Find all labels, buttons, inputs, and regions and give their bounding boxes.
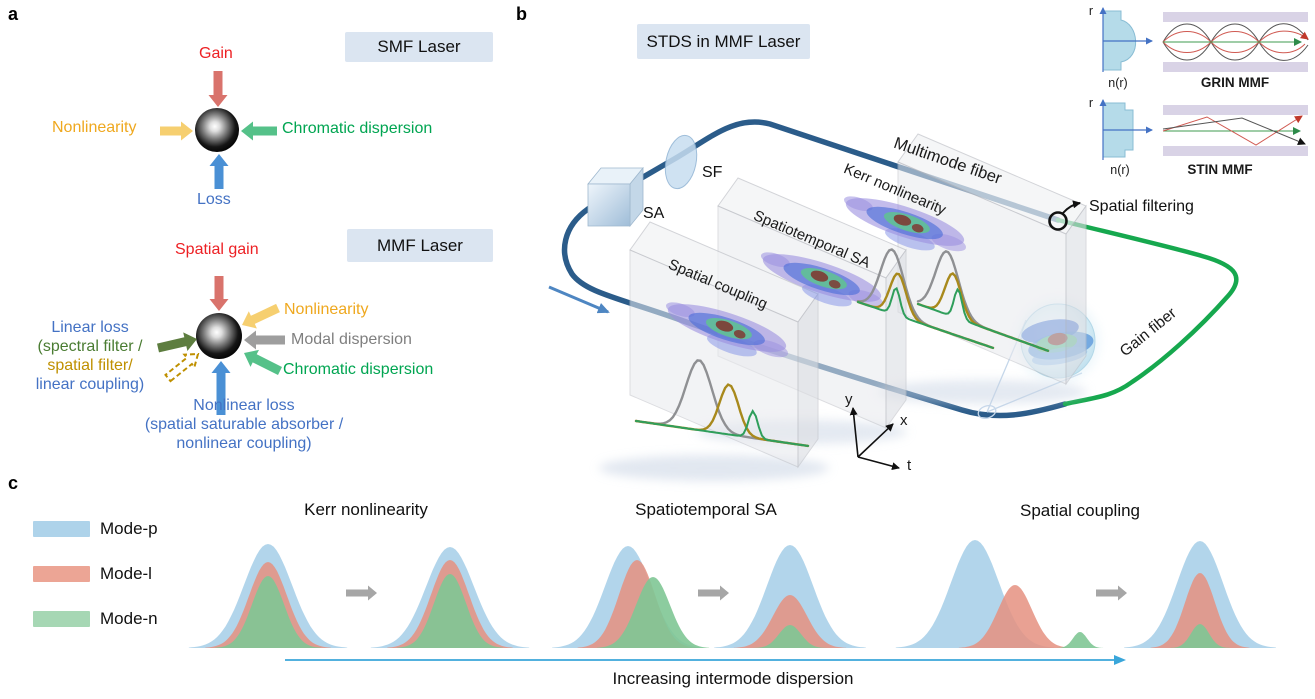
sa-label: SA <box>643 205 665 222</box>
mode-n-curve <box>1056 632 1104 648</box>
intermode-dispersion-label: Increasing intermode dispersion <box>612 669 854 688</box>
legend-swatch-mode-p <box>33 521 90 537</box>
axis-y-label: y <box>845 391 853 408</box>
stds-title-box: STDS in MMF Laser <box>637 24 810 59</box>
mmf-laser-box: MMF Laser <box>347 229 493 262</box>
mmf-nonlinearity-label: Nonlinearity <box>284 301 369 318</box>
nonlinearity-arrow <box>160 121 193 141</box>
smf-loss-label: Loss <box>197 191 231 208</box>
panel-b-label: b <box>516 4 527 24</box>
spectral-filter-lens <box>664 134 698 190</box>
gain-fiber-path <box>1055 217 1239 407</box>
stin-r-label: r <box>1089 96 1093 110</box>
coordinate-axes <box>849 407 900 471</box>
legend-swatch-mode-n <box>33 611 90 627</box>
grin-nr-label: n(r) <box>1108 76 1127 90</box>
mmf-soliton-sphere <box>196 313 242 359</box>
mode-l-curve <box>958 585 1072 648</box>
modal-dispersion-arrow <box>244 330 285 350</box>
stin-nr-label: n(r) <box>1110 163 1129 177</box>
gain-arrow <box>208 71 228 107</box>
legend-label-mode-l: Mode-l <box>100 564 152 583</box>
mode-l-curve <box>733 595 847 648</box>
spatial-filtering-port <box>1048 200 1081 231</box>
legend-label-mode-n: Mode-n <box>100 609 158 628</box>
sa-mode-blob <box>760 252 884 308</box>
section-title-kerr: Kerr nonlinearity <box>304 500 428 519</box>
grin-inset: r n(r) GRIN MMF <box>1089 4 1309 90</box>
mode-l-curve <box>1150 573 1250 648</box>
panel-a-label: a <box>8 4 19 24</box>
linear-loss-dashed-arrow <box>164 352 200 383</box>
smf-chromatic-dispersion-label: Chromatic dispersion <box>282 120 433 137</box>
transition-arrow <box>698 585 729 601</box>
smf-nonlinearity-label: Nonlinearity <box>52 119 137 136</box>
smf-soliton-sphere <box>195 108 239 152</box>
mode-n-curve <box>397 574 503 648</box>
linear-loss-line4: linear coupling) <box>35 376 145 393</box>
pulse-curve <box>635 408 809 447</box>
smf-laser-box: SMF Laser <box>345 32 493 62</box>
mmf-linear-loss-label: Linear loss (spectral filter / spatial f… <box>0 318 180 394</box>
legend-label-mode-p: Mode-p <box>100 519 158 538</box>
chromatic-dispersion-arrow <box>241 121 277 141</box>
transition-arrow <box>346 585 377 601</box>
intermode-dispersion-arrowhead <box>1114 655 1126 665</box>
mode-n-curve <box>753 625 827 648</box>
nonlinear-loss-line1: Nonlinear loss <box>193 397 295 414</box>
mmf-chromatic-dispersion-arrow <box>244 349 282 375</box>
nonlinear-loss-line2: (spatial saturable absorber / <box>144 416 344 433</box>
mmf-nonlinear-loss-label: Nonlinear loss (spatial saturable absorb… <box>133 396 355 453</box>
smf-gain-label: Gain <box>199 45 233 62</box>
linear-loss-line1: Linear loss <box>51 319 129 336</box>
linear-loss-arrow <box>157 332 197 353</box>
coupling-mode-blob <box>665 302 789 358</box>
grin-mmf-label: GRIN MMF <box>1201 75 1269 90</box>
saturable-absorber-cube <box>587 166 644 228</box>
kerr-mode-blob <box>843 196 967 252</box>
mmf-nonlinearity-arrow <box>242 303 280 329</box>
stin-mmf-label: STIN MMF <box>1187 162 1252 177</box>
nonlinear-loss-arrow <box>211 361 231 415</box>
mmf-modal-dispersion-label: Modal dispersion <box>291 331 412 348</box>
legend-swatch-mode-l <box>33 566 90 582</box>
axis-x-label: x <box>900 412 908 429</box>
mmf-spatial-gain-label: Spatial gain <box>175 241 259 258</box>
mode-n-curve <box>1170 624 1230 648</box>
section-title-spatiotemporal-sa: Spatiotemporal SA <box>635 500 777 519</box>
nonlinear-loss-line3: nonlinear coupling) <box>176 435 312 452</box>
mode-n-curve <box>596 577 710 648</box>
pulse-curve <box>917 287 1049 352</box>
slab-kerr-nonlinearity <box>897 133 1087 386</box>
grin-r-label: r <box>1089 4 1093 18</box>
loss-arrow <box>209 154 229 189</box>
linear-loss-line3: spatial filter/ <box>47 357 133 374</box>
mmf-chromatic-dispersion-label: Chromatic dispersion <box>283 361 434 378</box>
panel-c-label: c <box>8 473 19 493</box>
circulation-arrow <box>548 285 610 314</box>
spatial-gain-arrow <box>209 276 229 311</box>
sf-label: SF <box>702 164 723 181</box>
section-title-spatial-coupling: Spatial coupling <box>1019 501 1141 520</box>
axis-t-label: t <box>907 457 912 474</box>
pulse-curve <box>857 286 994 349</box>
linear-loss-line2: (spectral filter / <box>37 338 143 355</box>
mode-n-curve <box>215 576 321 648</box>
spatial-filtering-label: Spatial filtering <box>1089 198 1194 215</box>
transition-arrow <box>1096 585 1127 601</box>
stin-inset: r n(r) STIN MMF <box>1089 96 1308 177</box>
